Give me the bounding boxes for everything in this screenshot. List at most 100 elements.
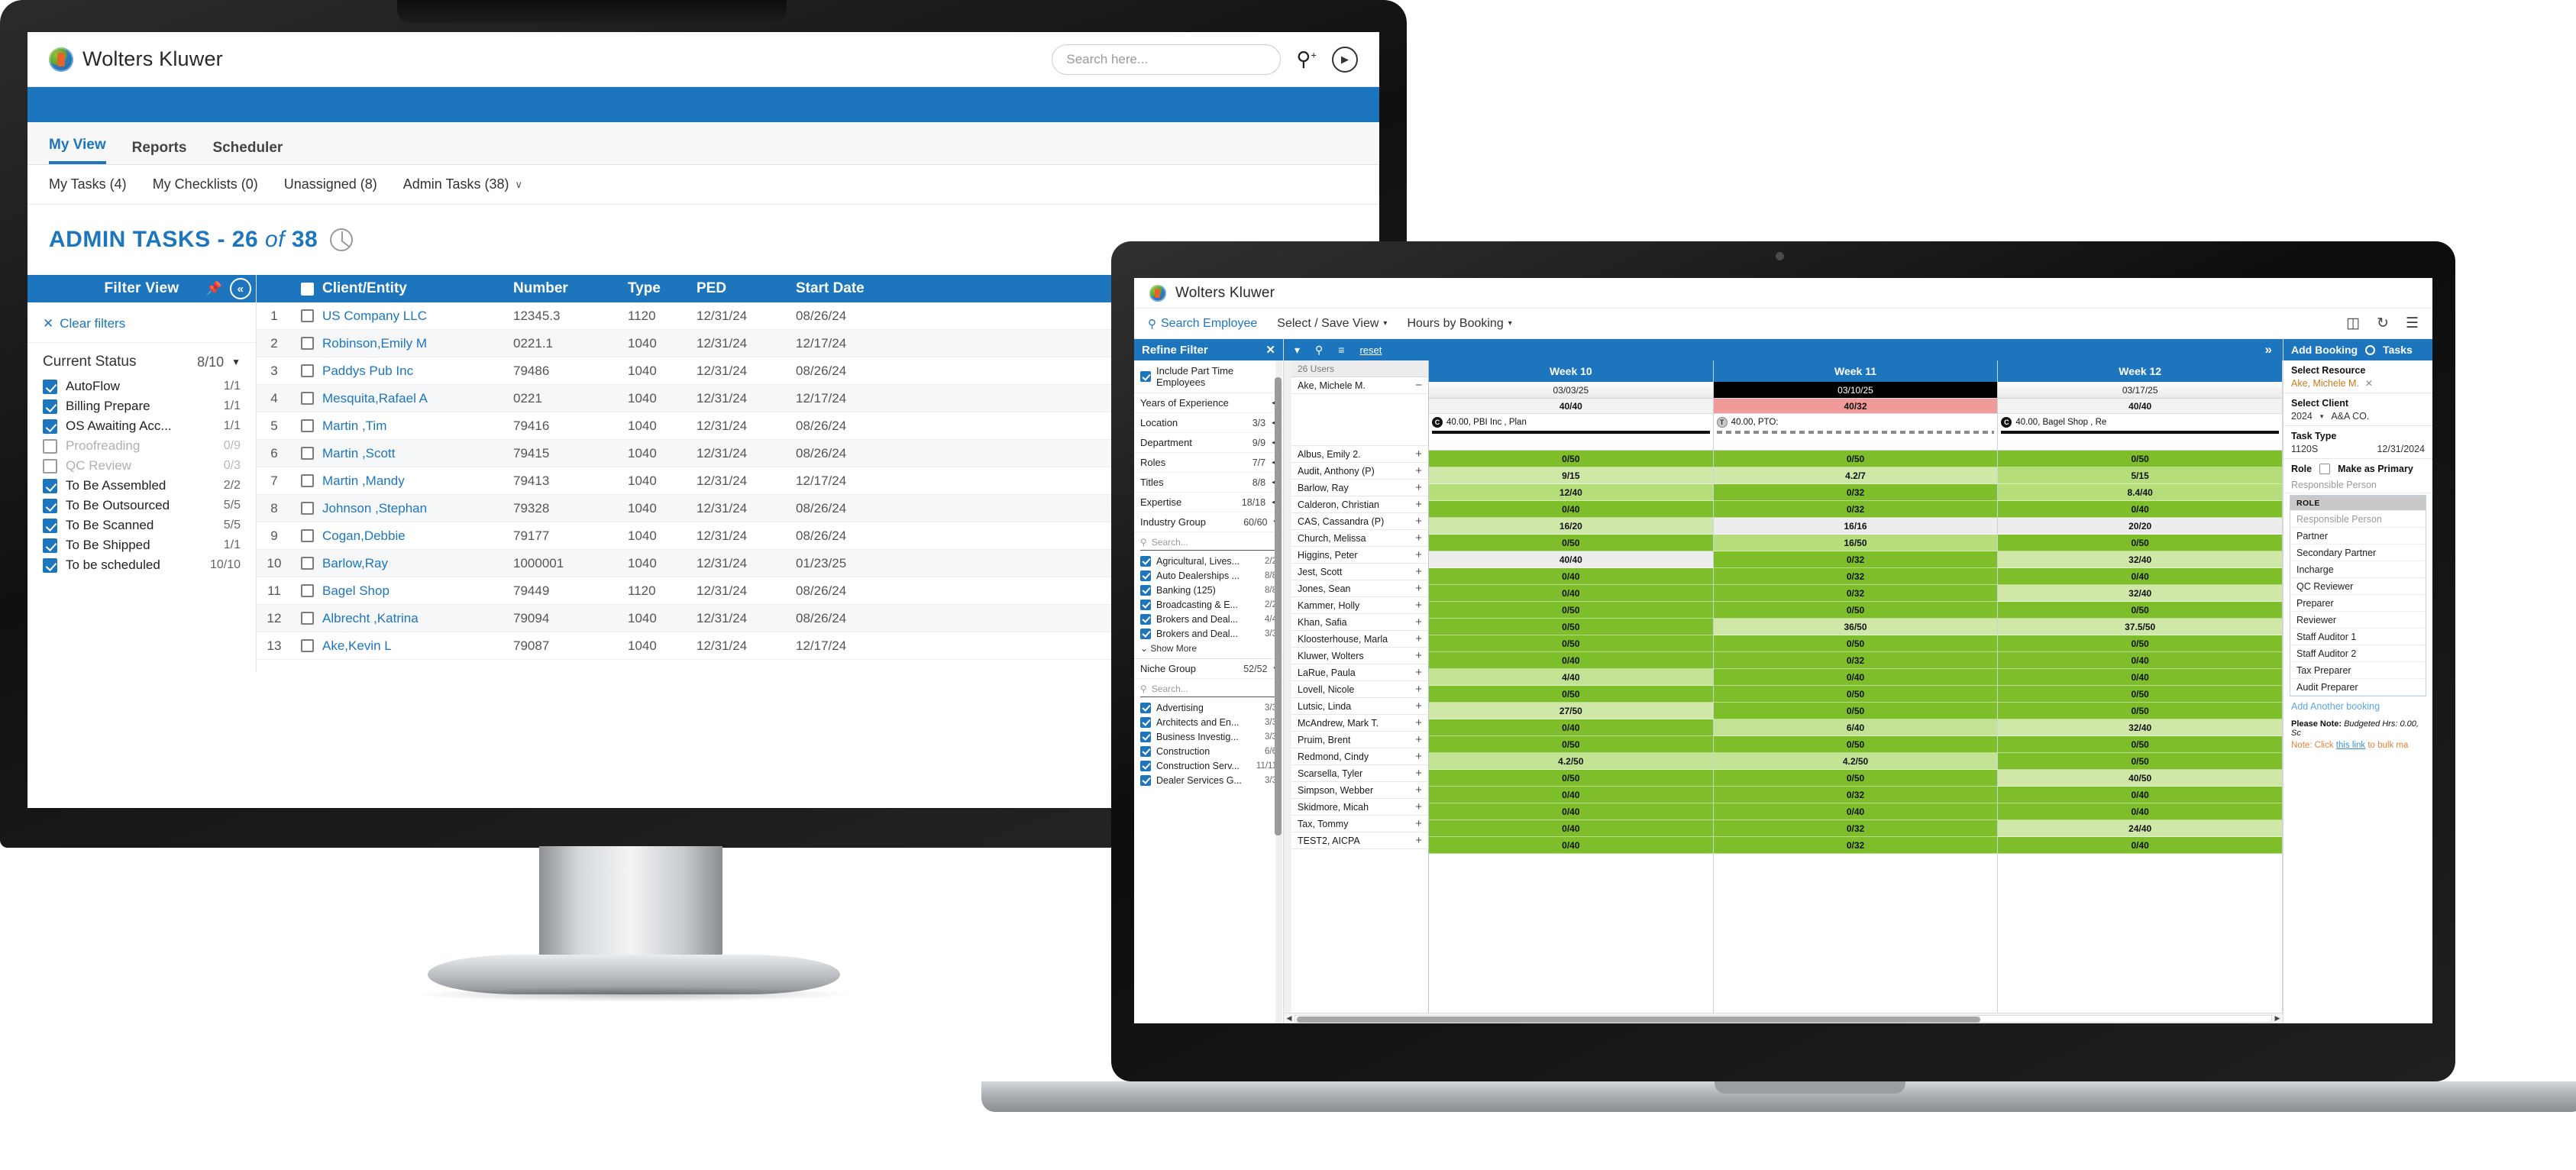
cell-client-entity[interactable]: Cogan,Debbie: [322, 528, 406, 543]
table-row[interactable]: 1 US Company LLC 12345.3 1120 12/31/24 08/26/…: [257, 302, 1379, 330]
cell-client-entity[interactable]: Barlow,Ray: [322, 555, 388, 570]
filter-item[interactable]: To Be Scanned 5/5: [27, 516, 256, 535]
include-part-time-checkbox[interactable]: [1140, 371, 1151, 382]
capacity-cell[interactable]: 0/50: [1998, 753, 2283, 770]
employee-row[interactable]: Church, Melissa +: [1291, 530, 1428, 547]
capacity-cell[interactable]: 6/40: [1713, 719, 1998, 736]
week-12-booking-cell[interactable]: C 40.00, Bagel Shop , Re: [1998, 414, 2283, 451]
row-checkbox[interactable]: [292, 364, 322, 377]
refine-category-row[interactable]: Roles 7/7 ◀: [1134, 453, 1283, 473]
role-option[interactable]: Staff Auditor 1: [2290, 629, 2426, 645]
expand-row-icon[interactable]: +: [1415, 498, 1422, 511]
role-option[interactable]: Tax Preparer: [2290, 662, 2426, 679]
week-11-header[interactable]: Week 11: [1713, 360, 1998, 382]
tab-my-tasks[interactable]: My Tasks (4): [49, 176, 127, 192]
row-checkbox[interactable]: [292, 639, 322, 652]
employee-row[interactable]: Barlow, Ray +: [1291, 480, 1428, 496]
select-save-view-dropdown[interactable]: Select / Save View ▾: [1277, 317, 1387, 331]
capacity-cell[interactable]: 0/40: [1998, 803, 2283, 820]
expand-arrow-icon[interactable]: ◀: [1272, 399, 1277, 407]
filter-item[interactable]: Proofreading 0/9: [27, 436, 256, 456]
capacity-cell[interactable]: 0/32: [1713, 585, 1998, 602]
expand-row-icon[interactable]: +: [1415, 515, 1422, 528]
employee-row[interactable]: Skidmore, Micah +: [1291, 799, 1428, 816]
list-view-icon[interactable]: ☰: [2405, 315, 2419, 331]
refine-category-row[interactable]: Expertise 18/18 ◀: [1134, 493, 1283, 512]
capacity-cell[interactable]: 16/16: [1713, 518, 1998, 535]
include-part-time-row[interactable]: Include Part Time Employees: [1134, 360, 1283, 393]
filter-checkbox[interactable]: [1140, 555, 1151, 567]
week-12-header[interactable]: Week 12: [1998, 360, 2283, 382]
col-ped-header[interactable]: PED: [697, 280, 727, 296]
chevron-down-icon[interactable]: ▾: [2319, 412, 2324, 420]
filter-item[interactable]: QC Review 0/3: [27, 456, 256, 476]
filter-item-checkbox[interactable]: [43, 498, 57, 513]
employee-row[interactable]: TEST2, AICPA +: [1291, 832, 1428, 849]
capacity-cell[interactable]: 0/50: [1713, 703, 1998, 719]
capacity-cell[interactable]: 32/40: [1998, 585, 2283, 602]
capacity-cell[interactable]: 8.4/40: [1998, 484, 2283, 501]
employee-row[interactable]: Audit, Anthony (P) +: [1291, 463, 1428, 480]
expand-row-icon[interactable]: +: [1415, 464, 1422, 477]
cell-client-entity[interactable]: Mesquita,Rafael A: [322, 390, 428, 406]
filter-checkbox[interactable]: [1140, 584, 1151, 596]
make-as-primary-checkbox[interactable]: [2319, 464, 2331, 474]
capacity-cell[interactable]: 0/40: [1429, 501, 1713, 518]
pin-icon[interactable]: 📌: [205, 281, 222, 296]
capacity-cell[interactable]: 0/50: [1998, 736, 2283, 753]
cell-client-entity[interactable]: US Company LLC: [322, 308, 428, 323]
expand-arrow-icon[interactable]: ◀: [1272, 419, 1277, 427]
cell-client-entity[interactable]: Paddys Pub Inc: [322, 363, 414, 378]
capacity-cell[interactable]: 5/15: [1998, 467, 2283, 484]
week-10-header[interactable]: Week 10: [1429, 360, 1713, 382]
capacity-cell[interactable]: 9/15: [1429, 467, 1713, 484]
nav-tab-scheduler[interactable]: Scheduler: [212, 140, 283, 156]
role-option[interactable]: Incharge: [2290, 561, 2426, 578]
filter-item-checkbox[interactable]: [43, 458, 57, 473]
refresh-icon[interactable]: ↻: [2377, 315, 2389, 331]
capacity-cell[interactable]: 12/40: [1429, 484, 1713, 501]
niche-group-item[interactable]: Business Investig... 3/3: [1134, 729, 1283, 744]
filter-item-checkbox[interactable]: [43, 399, 57, 414]
industry-group-item[interactable]: Brokers and Deal... 4/4: [1134, 612, 1283, 626]
capacity-cell[interactable]: 0/40: [1998, 837, 2283, 854]
expand-row-icon[interactable]: +: [1415, 716, 1422, 729]
row-checkbox[interactable]: [292, 584, 322, 597]
expand-row-icon[interactable]: +: [1415, 448, 1422, 461]
role-option[interactable]: Responsible Person: [2290, 511, 2426, 528]
refine-category-row[interactable]: Years of Experience ◀: [1134, 393, 1283, 413]
refine-scrollbar-track[interactable]: [1275, 360, 1282, 1023]
capacity-cell[interactable]: 0/40: [1713, 803, 1998, 820]
filter-item-checkbox[interactable]: [43, 379, 57, 394]
row-checkbox[interactable]: [292, 502, 322, 515]
role-option[interactable]: Reviewer: [2290, 612, 2426, 629]
filter-item[interactable]: To Be Outsourced 5/5: [27, 496, 256, 516]
capacity-cell[interactable]: 0/40: [1998, 669, 2283, 686]
row-checkbox[interactable]: [292, 309, 322, 322]
role-option[interactable]: QC Reviewer: [2290, 578, 2426, 595]
employee-row[interactable]: Lutsic, Linda +: [1291, 698, 1428, 715]
nav-tab-my-view[interactable]: My View: [49, 137, 106, 164]
capacity-cell[interactable]: 0/50: [1429, 451, 1713, 467]
expand-arrow-icon[interactable]: ◀: [1272, 498, 1277, 506]
expand-row-icon[interactable]: +: [1415, 733, 1422, 746]
capacity-cell[interactable]: 0/50: [1429, 602, 1713, 619]
role-option[interactable]: Staff Auditor 2: [2290, 645, 2426, 662]
capacity-cell[interactable]: 0/50: [1713, 686, 1998, 703]
nav-tab-reports[interactable]: Reports: [131, 140, 187, 156]
filter-item[interactable]: AutoFlow 1/1: [27, 377, 256, 396]
expand-arrow-icon[interactable]: ◀: [1272, 458, 1277, 467]
selected-user-row[interactable]: Ake, Michele M. −: [1291, 377, 1428, 394]
week-10-booking-cell[interactable]: C 40.00, PBI Inc , Plan: [1429, 414, 1713, 451]
capacity-cell[interactable]: 0/50: [1998, 535, 2283, 551]
expand-row-icon[interactable]: +: [1415, 632, 1422, 645]
cell-client-entity[interactable]: Martin ,Scott: [322, 445, 396, 461]
role-option[interactable]: Preparer: [2290, 595, 2426, 612]
niche-group-item[interactable]: Advertising 3/3: [1134, 700, 1283, 715]
refine-category-row[interactable]: Titles 8/8 ◀: [1134, 473, 1283, 493]
capacity-cell[interactable]: 0/50: [1998, 703, 2283, 719]
cell-client-entity[interactable]: Bagel Shop: [322, 583, 389, 598]
employee-row[interactable]: Kloosterhouse, Marla +: [1291, 631, 1428, 648]
employee-row[interactable]: Jones, Sean +: [1291, 580, 1428, 597]
